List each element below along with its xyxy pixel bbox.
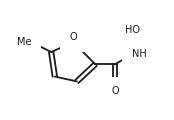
- Text: O: O: [111, 86, 119, 96]
- Text: O: O: [69, 32, 77, 42]
- Text: Me: Me: [17, 37, 31, 47]
- Text: HO: HO: [125, 25, 140, 35]
- Text: NH: NH: [132, 49, 147, 60]
